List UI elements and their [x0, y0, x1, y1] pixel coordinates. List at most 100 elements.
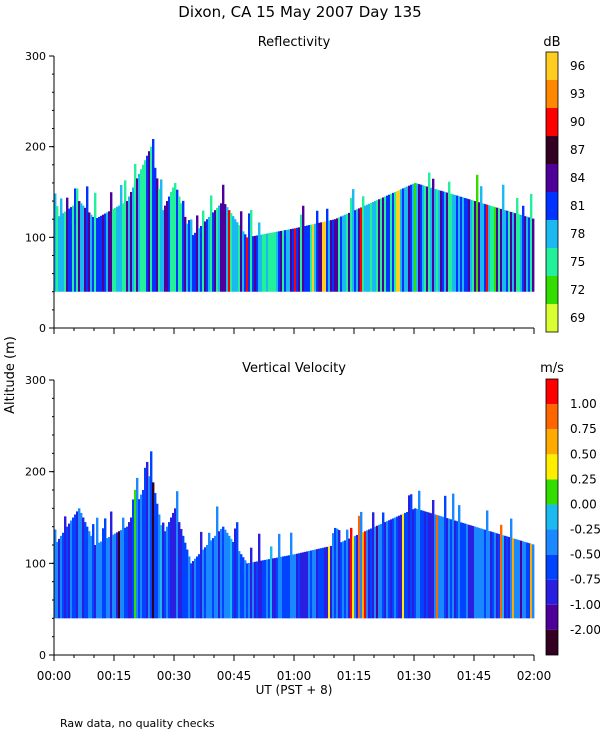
echo-column [460, 196, 463, 292]
echo-column [178, 522, 181, 619]
colorbar-swatch [546, 164, 558, 192]
echo-column [70, 520, 73, 619]
echo-column [516, 198, 519, 292]
echo-column [98, 542, 101, 619]
echo-column [286, 555, 289, 619]
echo-column [366, 204, 369, 292]
x-tick-label: 01:15 [337, 669, 372, 683]
echo-column [140, 494, 143, 619]
echo-column [434, 514, 437, 619]
echo-column [328, 546, 331, 619]
echo-column [62, 213, 65, 292]
echo-column [290, 532, 293, 619]
echo-column [186, 223, 189, 292]
y-tick-label: 0 [39, 649, 46, 662]
echo-column [328, 220, 331, 292]
echo-column [306, 225, 309, 292]
echo-column [170, 517, 173, 619]
echo-column [382, 197, 385, 292]
echo-column [446, 518, 449, 619]
echo-column [438, 190, 441, 292]
echo-column [308, 550, 311, 619]
echo-column [246, 563, 249, 619]
echo-column [134, 489, 137, 619]
echo-column [384, 522, 387, 619]
echo-column [86, 186, 89, 292]
echo-column [494, 207, 497, 292]
echo-column [80, 512, 83, 619]
echo-column [282, 230, 285, 292]
echo-column [494, 532, 497, 619]
echo-column [468, 199, 471, 292]
colorbar-swatch [546, 52, 558, 80]
echo-column [230, 538, 233, 619]
echo-column [206, 545, 209, 619]
echo-column [90, 535, 93, 619]
echo-column [166, 201, 169, 292]
echo-column [396, 516, 399, 619]
echo-column [100, 215, 103, 292]
echo-column [392, 518, 395, 619]
echo-column [56, 541, 59, 619]
echo-column [104, 213, 107, 292]
echo-column [74, 188, 77, 292]
echo-column [130, 517, 133, 619]
echo-column [480, 528, 483, 619]
x-tick-label: 01:30 [397, 669, 432, 683]
echo-column [466, 198, 469, 292]
echo-column [190, 219, 193, 292]
echo-column [486, 204, 489, 292]
echo-column [208, 216, 211, 292]
echo-column [92, 524, 95, 619]
echo-column [524, 541, 527, 619]
echo-column [64, 211, 67, 292]
echo-column [114, 207, 117, 292]
echo-column [58, 216, 61, 292]
echo-column [400, 514, 403, 619]
colorbar-label: 93 [570, 87, 585, 101]
echo-column [432, 178, 435, 292]
echo-column [108, 536, 111, 619]
echo-column [232, 216, 235, 292]
echo-column [426, 512, 429, 619]
echo-column [80, 203, 83, 292]
echo-column [202, 549, 205, 619]
echo-column [60, 535, 63, 619]
echo-column [342, 541, 345, 619]
echo-column [118, 205, 121, 292]
echo-column [388, 194, 391, 292]
echo-column [250, 547, 253, 619]
colorbar-swatch [546, 136, 558, 164]
echo-column [132, 499, 135, 619]
echo-column [222, 526, 225, 619]
echo-column [412, 509, 415, 619]
echo-column [248, 562, 251, 619]
echo-column [62, 532, 65, 619]
echo-column [148, 151, 151, 292]
echo-column [406, 186, 409, 292]
echo-column [310, 550, 313, 619]
echo-column [252, 562, 255, 619]
colorbar-label: 0.50 [570, 447, 597, 461]
echo-column [72, 517, 75, 619]
echo-column [394, 192, 397, 292]
echo-column [148, 476, 151, 619]
colorbar-label: -2.00 [570, 623, 600, 637]
echo-column [506, 210, 509, 292]
echo-column [430, 187, 433, 292]
echo-column [420, 510, 423, 619]
echo-column [354, 210, 357, 292]
echo-column [152, 482, 155, 619]
echo-column [84, 207, 87, 292]
echo-column [78, 508, 81, 619]
echo-column [68, 523, 71, 619]
echo-column [282, 556, 285, 619]
echo-column [314, 549, 317, 619]
echo-column [398, 515, 401, 619]
echo-column [82, 205, 85, 292]
echo-column [366, 530, 369, 619]
echo-column [270, 232, 273, 292]
echo-column [446, 192, 449, 292]
echo-column [448, 181, 451, 292]
echo-column [376, 200, 379, 292]
